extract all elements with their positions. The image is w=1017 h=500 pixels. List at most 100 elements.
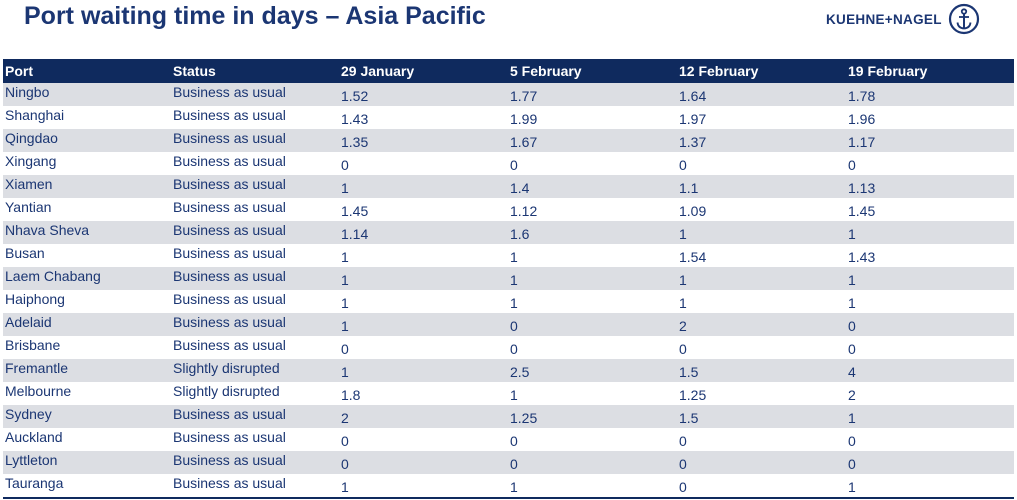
status-cell: Business as usual <box>171 129 339 152</box>
status-text: Business as usual <box>173 176 286 192</box>
waiting-time-value: 1.64 <box>679 88 707 104</box>
waiting-time-cell: 1 <box>339 175 508 198</box>
waiting-time-cell: 0 <box>508 313 677 336</box>
table-row: Shanghai Business as usual 1.43 1.99 1.97 1.9… <box>3 106 1014 129</box>
port-cell: Xiamen <box>3 175 171 198</box>
waiting-time-cell: 1.12 <box>508 198 677 221</box>
waiting-time-cell: 1.37 <box>677 129 846 152</box>
waiting-time-cell: 0 <box>846 313 1014 336</box>
waiting-time-cell: 1 <box>339 359 508 382</box>
table-row: Busan Business as usual 1 1 1.54 1.43 <box>3 244 1014 267</box>
waiting-time-cell: 0 <box>339 152 508 175</box>
status-cell: Business as usual <box>171 221 339 244</box>
table-row: Fremantle Slightly disrupted 1 2.5 1.5 4 <box>3 359 1014 382</box>
waiting-time-value: 1 <box>848 479 856 495</box>
port-cell: Xingang <box>3 152 171 175</box>
port-cell: Fremantle <box>3 359 171 382</box>
waiting-time-value: 1.14 <box>341 226 369 242</box>
status-text: Business as usual <box>173 268 286 284</box>
waiting-time-cell: 1.5 <box>677 359 846 382</box>
waiting-time-value: 1 <box>341 479 349 495</box>
waiting-time-cell: 1.54 <box>677 244 846 267</box>
waiting-time-cell: 0 <box>677 474 846 499</box>
waiting-time-value: 1 <box>848 272 856 288</box>
waiting-time-cell: 0 <box>677 152 846 175</box>
waiting-time-cell: 1.78 <box>846 83 1014 106</box>
waiting-time-cell: 1.35 <box>339 129 508 152</box>
table-body: Ningbo Business as usual 1.52 1.77 1.64 1.78 S… <box>3 83 1014 499</box>
waiting-time-value: 1 <box>341 364 349 380</box>
waiting-time-value: 1.12 <box>510 203 538 219</box>
status-text: Business as usual <box>173 314 286 330</box>
table-row: Adelaid Business as usual 1 0 2 0 <box>3 313 1014 336</box>
port-name: Haiphong <box>5 291 65 307</box>
waiting-time-cell: 1.8 <box>339 382 508 405</box>
waiting-time-cell: 1 <box>508 267 677 290</box>
status-cell: Business as usual <box>171 290 339 313</box>
waiting-time-cell: 1.99 <box>508 106 677 129</box>
waiting-time-cell: 1.43 <box>846 244 1014 267</box>
waiting-time-cell: 0 <box>846 152 1014 175</box>
waiting-time-value: 0 <box>510 157 518 173</box>
waiting-time-value: 4 <box>848 364 856 380</box>
table-row: Laem Chabang Business as usual 1 1 1 1 <box>3 267 1014 290</box>
status-text: Business as usual <box>173 429 286 445</box>
waiting-time-value: 1 <box>341 180 349 196</box>
waiting-time-value: 1 <box>679 295 687 311</box>
port-cell: Lyttleton <box>3 451 171 474</box>
waiting-time-value: 1.99 <box>510 111 538 127</box>
waiting-time-cell: 1.64 <box>677 83 846 106</box>
waiting-time-cell: 0 <box>677 451 846 474</box>
waiting-time-cell: 1 <box>846 221 1014 244</box>
port-cell: Brisbane <box>3 336 171 359</box>
status-text: Slightly disrupted <box>173 360 280 376</box>
page-title: Port waiting time in days – Asia Pacific <box>24 2 486 30</box>
waiting-time-cell: 0 <box>677 428 846 451</box>
waiting-time-value: 1.6 <box>510 226 530 242</box>
waiting-time-cell: 1 <box>339 267 508 290</box>
waiting-time-value: 1.09 <box>679 203 707 219</box>
waiting-time-value: 1.5 <box>679 364 699 380</box>
waiting-time-cell: 1.6 <box>508 221 677 244</box>
waiting-time-value: 1 <box>510 479 518 495</box>
waiting-time-cell: 1 <box>677 290 846 313</box>
table-row: Qingdao Business as usual 1.35 1.67 1.37 1.17 <box>3 129 1014 152</box>
waiting-time-cell: 1.45 <box>339 198 508 221</box>
waiting-time-table-container: Port Status 29 January 5 February 12 Feb… <box>3 59 1014 499</box>
port-cell: Busan <box>3 244 171 267</box>
anchor-icon <box>948 3 979 35</box>
waiting-time-cell: 0 <box>846 428 1014 451</box>
waiting-time-value: 0 <box>679 456 687 472</box>
table-row: Melbourne Slightly disrupted 1.8 1 1.25 2 <box>3 382 1014 405</box>
waiting-time-cell: 0 <box>508 152 677 175</box>
port-name: Ningbo <box>5 84 50 100</box>
column-header-12-february: 12 February <box>679 63 759 79</box>
status-cell: Business as usual <box>171 106 339 129</box>
port-name: Shanghai <box>5 107 65 123</box>
waiting-time-value: 1 <box>510 295 518 311</box>
waiting-time-cell: 1 <box>677 267 846 290</box>
waiting-time-cell: 1 <box>508 290 677 313</box>
waiting-time-value: 1.97 <box>679 111 707 127</box>
waiting-time-value: 1.35 <box>341 134 369 150</box>
port-cell: Auckland <box>3 428 171 451</box>
waiting-time-cell: 2 <box>846 382 1014 405</box>
port-name: Sydney <box>5 406 52 422</box>
waiting-time-value: 0 <box>510 341 518 357</box>
port-name: Qingdao <box>5 130 58 146</box>
waiting-time-value: 1 <box>848 410 856 426</box>
waiting-time-value: 1.54 <box>679 249 707 265</box>
table-row: Lyttleton Business as usual 0 0 0 0 <box>3 451 1014 474</box>
waiting-time-cell: 0 <box>339 336 508 359</box>
port-cell: Qingdao <box>3 129 171 152</box>
waiting-time-value: 2 <box>341 410 349 426</box>
status-cell: Business as usual <box>171 244 339 267</box>
waiting-time-cell: 1 <box>846 290 1014 313</box>
waiting-time-value: 1.1 <box>679 180 699 196</box>
waiting-time-cell: 0 <box>508 428 677 451</box>
table-row: Yantian Business as usual 1.45 1.12 1.09 1.45 <box>3 198 1014 221</box>
waiting-time-value: 1.43 <box>341 111 369 127</box>
waiting-time-cell: 1.17 <box>846 129 1014 152</box>
waiting-time-value: 2 <box>679 318 687 334</box>
